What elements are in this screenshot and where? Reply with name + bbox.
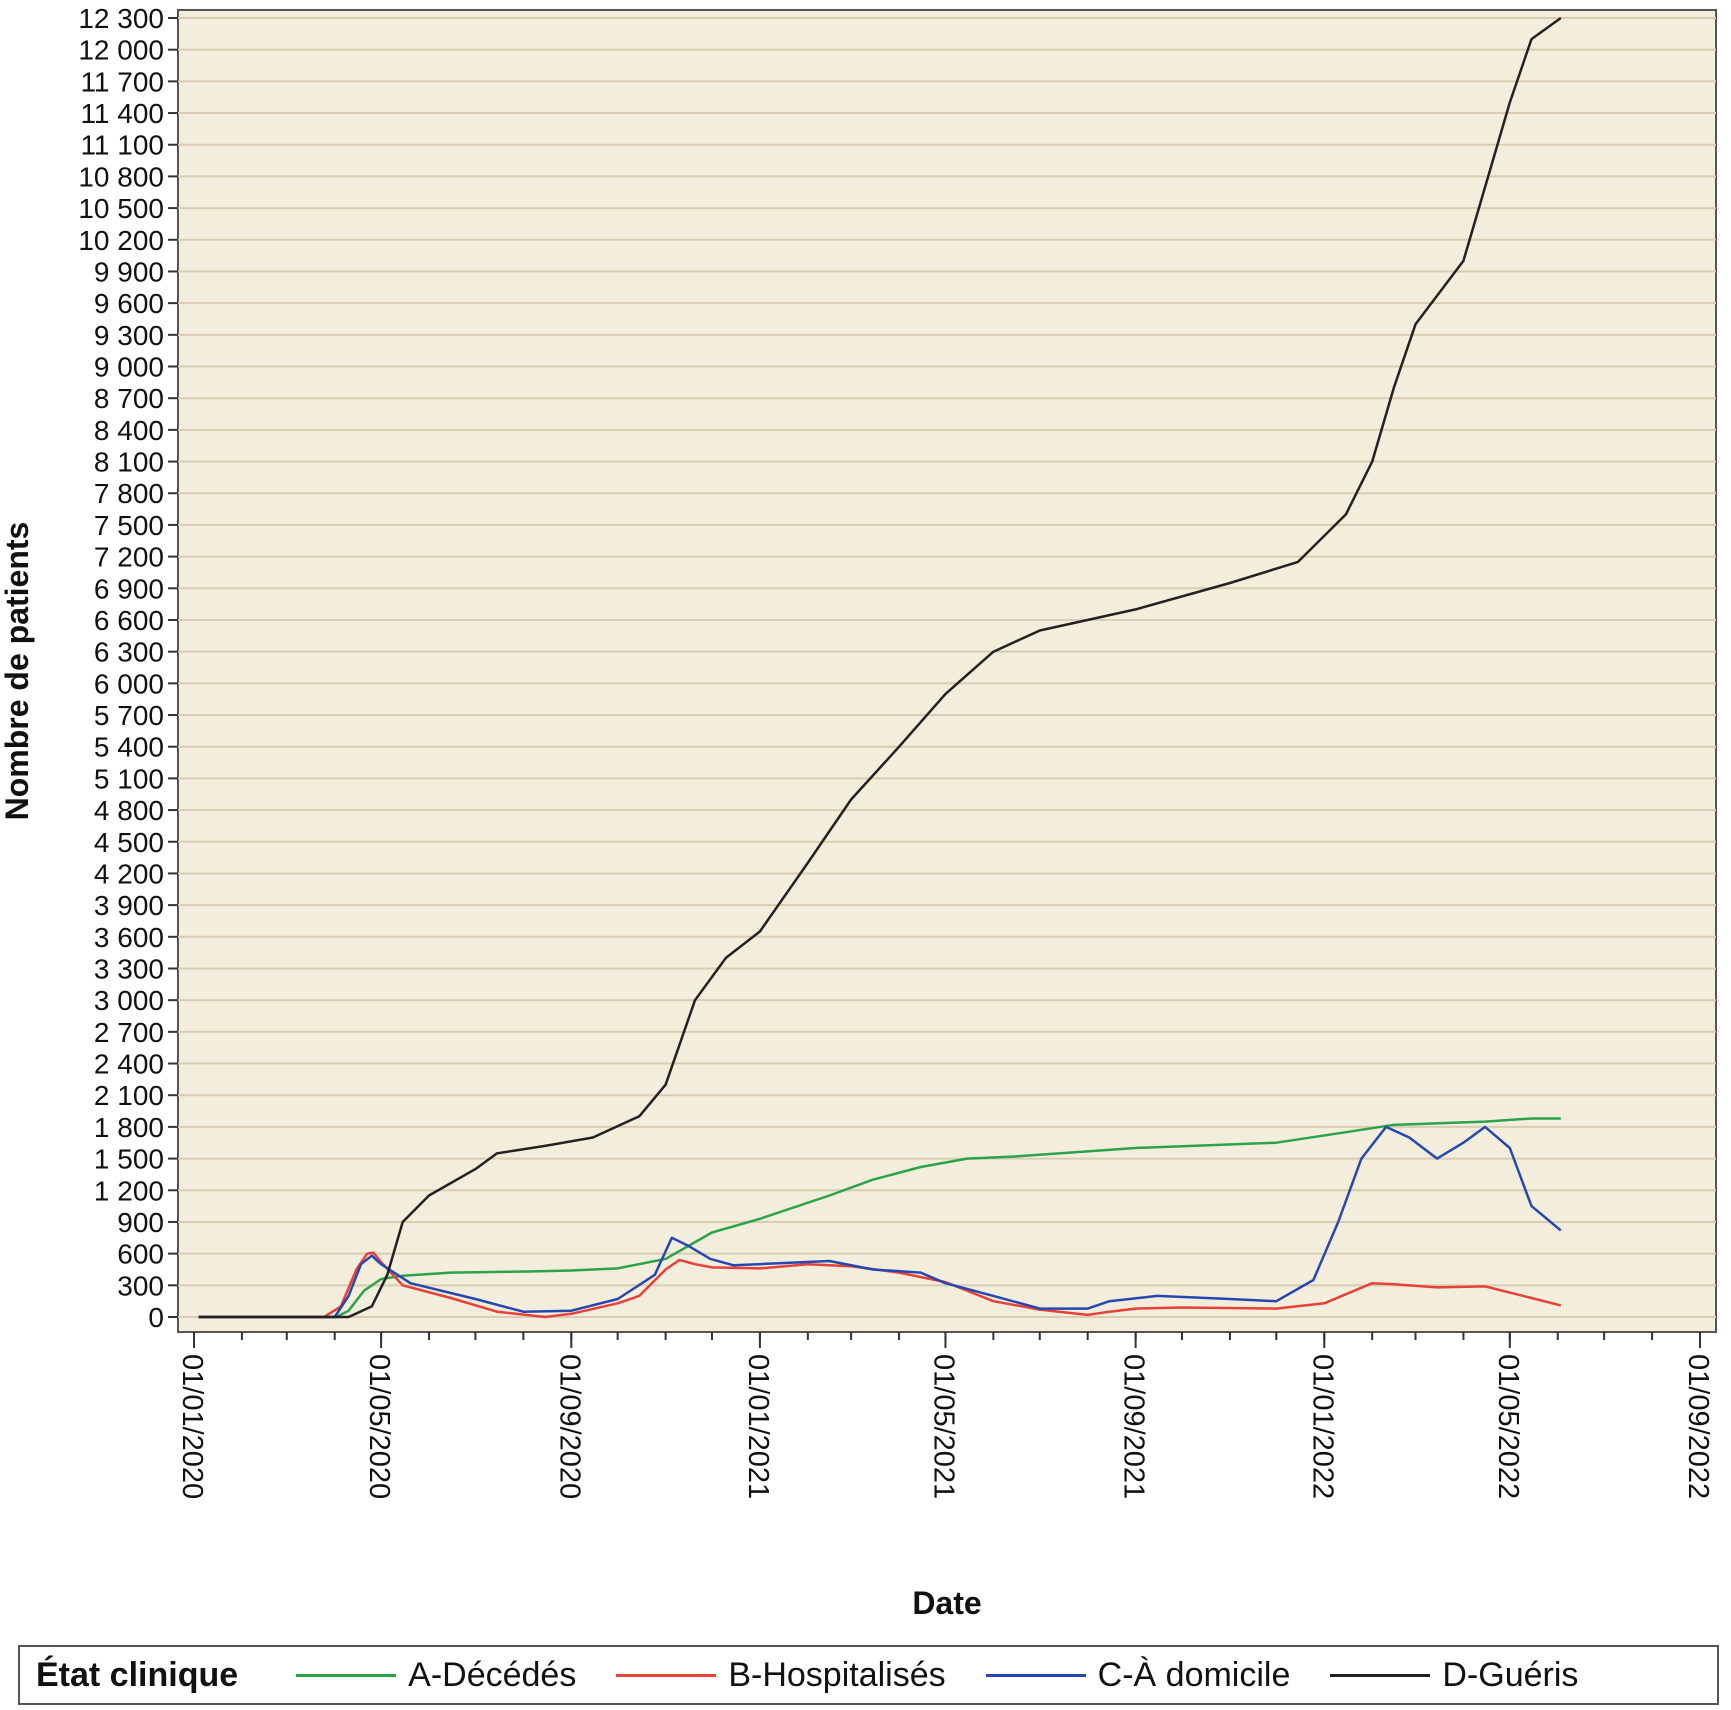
series-lines — [198, 16, 1562, 1319]
y-tick-label: 1 500 — [94, 1144, 164, 1175]
y-tick-label: 2 700 — [94, 1017, 164, 1048]
x-axis-title: Date — [912, 1585, 981, 1621]
gridlines — [178, 17, 1716, 1318]
y-tick-label: 11 400 — [80, 98, 164, 129]
legend-items: A-Décédés B-Hospitalisés C-À domicile D-Gué… — [296, 1656, 1618, 1695]
legend-item: B-Hospitalisés — [616, 1655, 946, 1695]
y-tick-label: 12 300 — [78, 3, 164, 34]
series-line-d-gu-ris — [198, 16, 1562, 1319]
y-tick-label: 7 500 — [94, 510, 164, 541]
plot-area — [177, 9, 1717, 1333]
y-tick-label: 7 800 — [94, 478, 164, 509]
y-tick-label: 8 400 — [94, 415, 164, 446]
legend-swatch — [985, 1673, 1086, 1677]
y-tick-label: 10 800 — [78, 161, 164, 192]
y-tick-label: 0 — [148, 1302, 164, 1333]
y-axis-title: Nombre de patients — [0, 522, 35, 821]
x-tick-label: 01/05/2020 — [363, 1354, 395, 1499]
y-tick-label: 9 900 — [94, 256, 164, 287]
y-tick-label: 11 100 — [80, 130, 164, 161]
y-tick-label: 6 300 — [94, 637, 164, 668]
x-tick-label: 01/09/2022 — [1682, 1354, 1714, 1499]
y-tick-label: 3 900 — [94, 890, 164, 921]
y-tick-label: 8 100 — [94, 447, 164, 478]
y-tick-label: 6 600 — [94, 605, 164, 636]
legend-item: A-Décédés — [296, 1656, 576, 1695]
y-tick-label: 600 — [117, 1239, 164, 1270]
y-tick-label: 9 600 — [94, 288, 164, 319]
x-tick-label: 01/01/2022 — [1306, 1354, 1338, 1499]
x-tick-label: 01/01/2020 — [176, 1354, 208, 1499]
x-tick-label: 01/05/2022 — [1492, 1354, 1524, 1499]
series-line-a-d-c-d-s — [198, 1117, 1561, 1319]
y-tick-label: 9 000 — [94, 352, 164, 383]
x-tick-label: 01/09/2021 — [1118, 1354, 1150, 1499]
y-tick-label: 300 — [117, 1270, 164, 1301]
legend-swatch — [296, 1673, 397, 1677]
legend-label: B-Hospitalisés — [728, 1655, 946, 1694]
y-tick-label: 8 700 — [94, 383, 164, 414]
y-tick-label: 12 000 — [78, 35, 164, 66]
y-tick-label: 2 400 — [94, 1049, 164, 1080]
y-tick-label: 6 000 — [94, 668, 164, 699]
y-tick-label: 5 400 — [94, 732, 164, 763]
series-line-c-domicile — [198, 1125, 1562, 1319]
y-tick-label: 3 600 — [94, 922, 164, 953]
y-tick-label: 11 700 — [80, 66, 164, 97]
y-tick-label: 9 300 — [94, 320, 164, 351]
legend-item: D-Guéris — [1330, 1656, 1578, 1695]
legend-title: État clinique — [36, 1655, 239, 1694]
y-tick-label: 4 200 — [94, 858, 164, 889]
y-tick-label: 1 200 — [94, 1175, 164, 1206]
y-tick-label: 5 100 — [94, 763, 164, 794]
x-tick-label: 01/09/2020 — [553, 1354, 585, 1499]
y-tick-label: 3 000 — [94, 985, 164, 1016]
legend-item: C-À domicile — [985, 1655, 1291, 1695]
x-tick-label: 01/05/2021 — [927, 1354, 959, 1499]
x-tick-label: 01/01/2021 — [742, 1354, 774, 1499]
y-tick-label: 4 800 — [94, 795, 164, 826]
y-tick-label: 1 800 — [94, 1112, 164, 1143]
series-line-b-hospitalis-s — [198, 1251, 1562, 1319]
y-tick-label: 10 200 — [78, 225, 164, 256]
y-tick-label: 2 100 — [94, 1080, 164, 1111]
y-tick-label: 7 200 — [94, 542, 164, 573]
y-tick-label: 6 900 — [94, 573, 164, 604]
legend: État clinique A-Décédés B-Hospitalisés C-À… — [18, 1645, 1719, 1705]
y-tick-label: 5 700 — [94, 700, 164, 731]
y-tick-label: 900 — [117, 1207, 164, 1238]
legend-label: C-À domicile — [1097, 1655, 1291, 1694]
legend-swatch — [1330, 1673, 1431, 1677]
y-tick-label: 3 300 — [94, 953, 164, 984]
legend-label: A-Décédés — [408, 1655, 577, 1694]
y-tick-label: 4 500 — [94, 827, 164, 858]
legend-swatch — [616, 1673, 717, 1677]
y-tick-label: 10 500 — [78, 193, 164, 224]
legend-label: D-Guéris — [1442, 1655, 1579, 1694]
